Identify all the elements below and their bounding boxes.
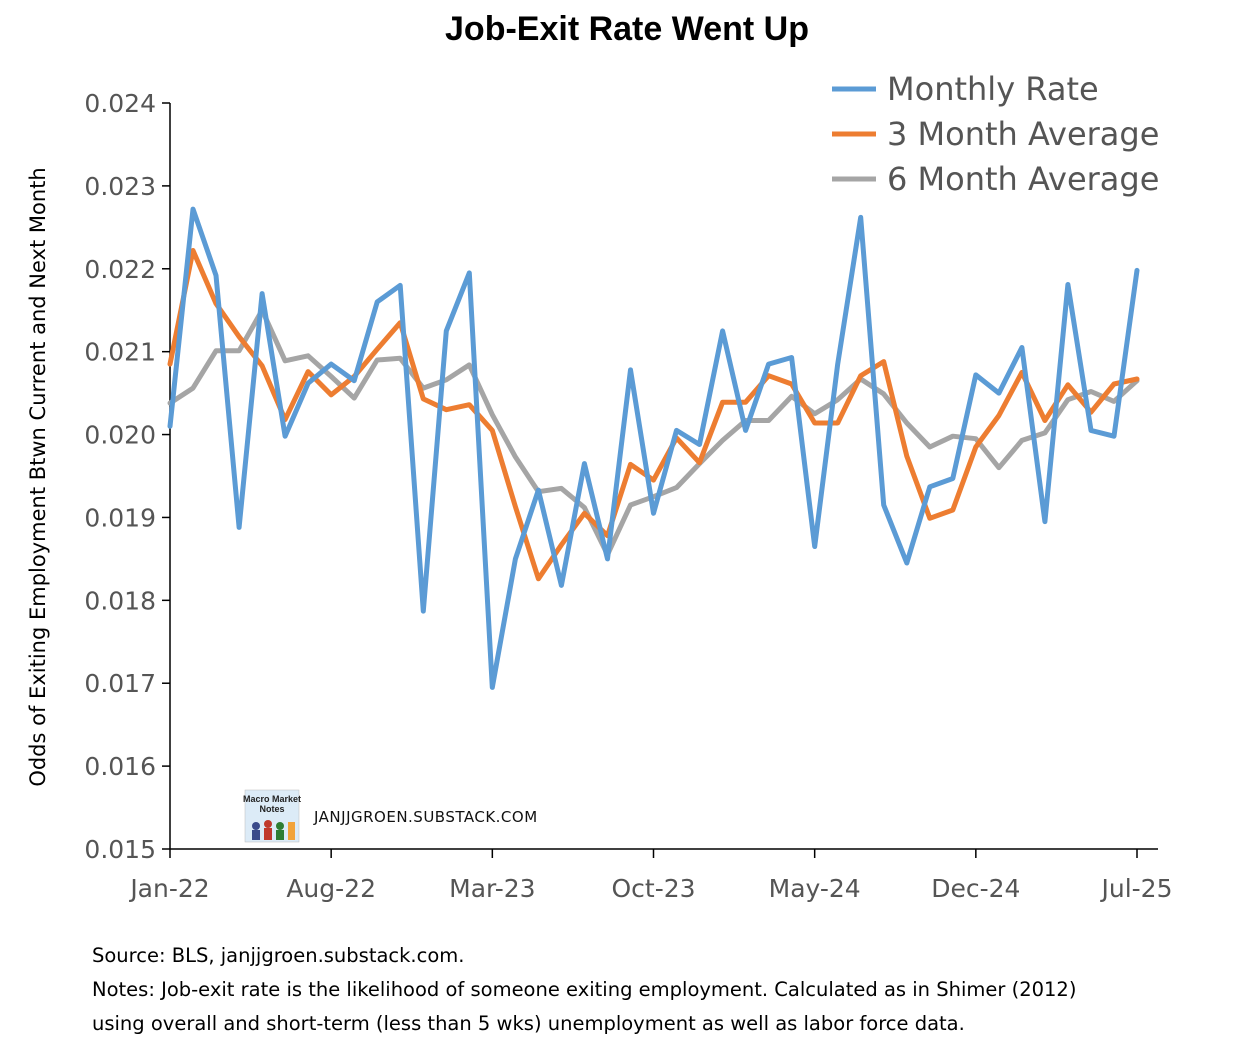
series-lines xyxy=(167,206,1140,690)
y-tick-label: 0.022 xyxy=(84,255,156,284)
x-axis-ticks: Jan-22 Aug-22 Mar-23 Oct-23 May-24 Dec-24 Jul-… xyxy=(128,849,1173,903)
x-tick-label: May-24 xyxy=(769,874,861,903)
footer-notes-line2: using overall and short-term (less than … xyxy=(92,1012,965,1035)
legend: Monthly Rate 3 Month Average 6 Month Avera… xyxy=(832,70,1159,198)
logo-text-line1: Macro Market xyxy=(243,794,301,804)
legend-label: 6 Month Average xyxy=(887,160,1159,198)
series-line-3-month-average xyxy=(167,248,1140,582)
y-tick-label: 0.024 xyxy=(84,89,156,118)
footer-source: Source: BLS, janjjgroen.substack.com. xyxy=(92,944,465,967)
y-tick-label: 0.015 xyxy=(84,835,156,864)
footer-notes-line1: Notes: Job-exit rate is the likelihood o… xyxy=(92,978,1077,1001)
y-tick-label: 0.017 xyxy=(84,669,156,698)
y-tick-label: 0.018 xyxy=(84,586,156,615)
x-tick-label: Oct-23 xyxy=(611,874,695,903)
y-tick-label: 0.016 xyxy=(84,752,156,781)
y-tick-label: 0.021 xyxy=(84,338,156,367)
watermark: Macro Market Notes JANJJGROEN.SUBSTACK.C… xyxy=(243,789,538,843)
x-tick-label: Aug-22 xyxy=(286,874,376,903)
y-axis-label: Odds of Exiting Employment Btwn Current … xyxy=(26,167,50,786)
series-line-monthly-rate xyxy=(167,206,1140,690)
legend-label: Monthly Rate xyxy=(887,70,1099,108)
x-tick-label: Jul-25 xyxy=(1100,874,1173,903)
x-tick-label: Jan-22 xyxy=(128,874,209,903)
chart-title: Job-Exit Rate Went Up xyxy=(445,10,809,48)
y-tick-label: 0.019 xyxy=(84,503,156,532)
y-tick-label: 0.020 xyxy=(84,421,156,450)
chart: Job-Exit Rate Went Up Odds of Exiting Em… xyxy=(26,10,1173,903)
logo-text-line2: Notes xyxy=(259,804,284,814)
y-axis-ticks: 0.015 0.016 0.017 0.018 0.019 0.020 0.021 0.022… xyxy=(84,89,170,864)
watermark-text: JANJJGROEN.SUBSTACK.COM xyxy=(313,808,538,826)
series-line-6-month-average xyxy=(167,307,1140,558)
x-tick-label: Mar-23 xyxy=(449,874,535,903)
logo: Macro Market Notes xyxy=(243,789,301,843)
x-tick-label: Dec-24 xyxy=(931,874,1020,903)
legend-label: 3 Month Average xyxy=(887,115,1159,153)
y-tick-label: 0.023 xyxy=(84,172,156,201)
